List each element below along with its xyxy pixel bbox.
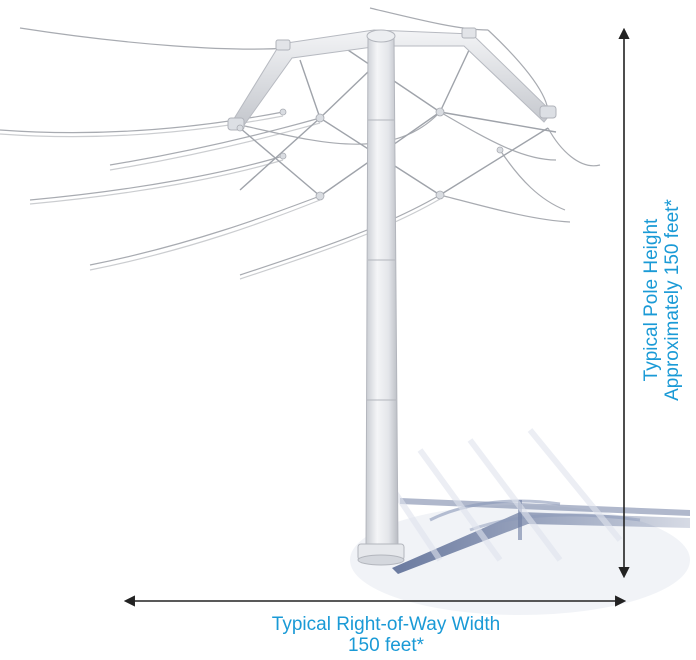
pole-height-value: Approximately 150 feet* (662, 199, 683, 401)
right-of-way-label: Typical Right-of-Way Width 150 feet* (272, 614, 500, 656)
insulators (236, 107, 504, 201)
monopole (357, 29, 405, 566)
ground-shadow (350, 428, 690, 615)
conductors (0, 7, 601, 280)
pole-height-title: Typical Pole Height (641, 218, 662, 382)
pole-height-label: Typical Pole Height Approximately 150 fe… (641, 199, 683, 401)
right-of-way-value: 150 feet* (347, 635, 425, 656)
right-of-way-title: Typical Right-of-Way Width (271, 614, 501, 635)
